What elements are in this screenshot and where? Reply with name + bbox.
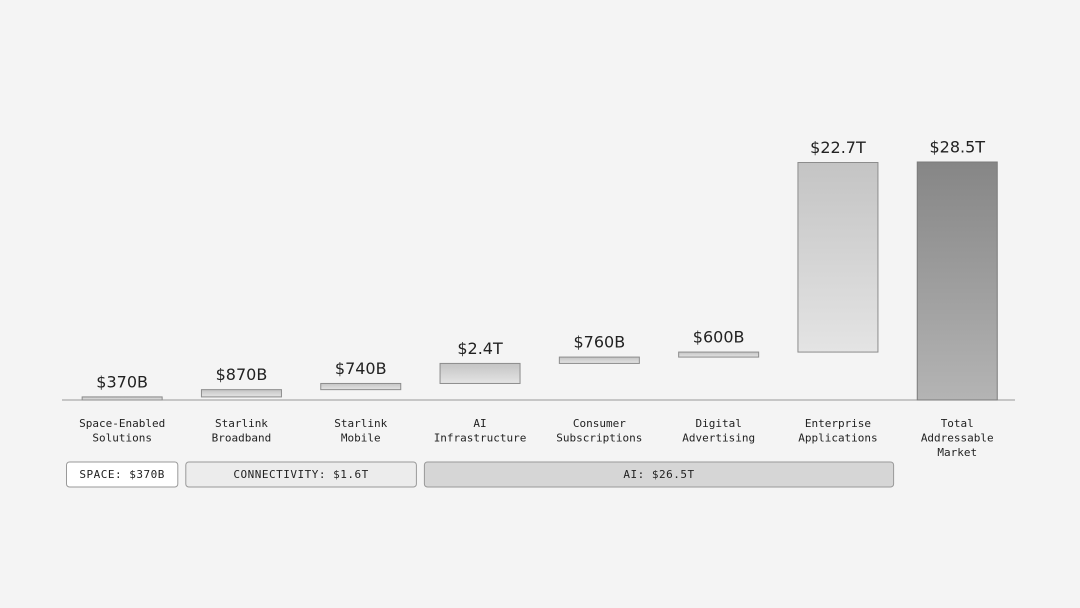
category-label: Digital Advertising bbox=[682, 417, 755, 445]
bar bbox=[678, 351, 760, 358]
value-label: $760B bbox=[573, 333, 625, 352]
group-box bbox=[66, 461, 179, 488]
category-label: Total Addressable Market bbox=[921, 417, 994, 459]
bar bbox=[439, 362, 521, 384]
value-label: $740B bbox=[335, 359, 387, 378]
bar bbox=[81, 396, 163, 401]
group-box bbox=[185, 461, 417, 488]
category-label: Starlink Mobile bbox=[334, 417, 387, 445]
category-label: AI Infrastructure bbox=[434, 417, 527, 445]
bar bbox=[320, 382, 402, 391]
value-label: $28.5T bbox=[929, 138, 985, 157]
bar bbox=[558, 356, 640, 364]
value-label: $2.4T bbox=[457, 339, 503, 358]
value-label: $370B bbox=[96, 372, 148, 391]
category-label: Enterprise Applications bbox=[798, 417, 877, 445]
category-label: Consumer Subscriptions bbox=[556, 417, 642, 445]
bar bbox=[797, 162, 879, 353]
group-label: SPACE: $370B bbox=[79, 468, 164, 481]
group-label: AI: $26.5T bbox=[623, 468, 694, 481]
category-label: Space-Enabled Solutions bbox=[79, 417, 165, 445]
value-label: $870B bbox=[216, 365, 268, 384]
category-label: Starlink Broadband bbox=[212, 417, 272, 445]
value-label: $600B bbox=[693, 328, 745, 347]
value-label: $22.7T bbox=[810, 138, 866, 157]
total-bar bbox=[916, 161, 998, 401]
group-box bbox=[423, 461, 895, 488]
bar bbox=[200, 389, 282, 398]
group-label: CONNECTIVITY: $1.6T bbox=[233, 468, 368, 481]
